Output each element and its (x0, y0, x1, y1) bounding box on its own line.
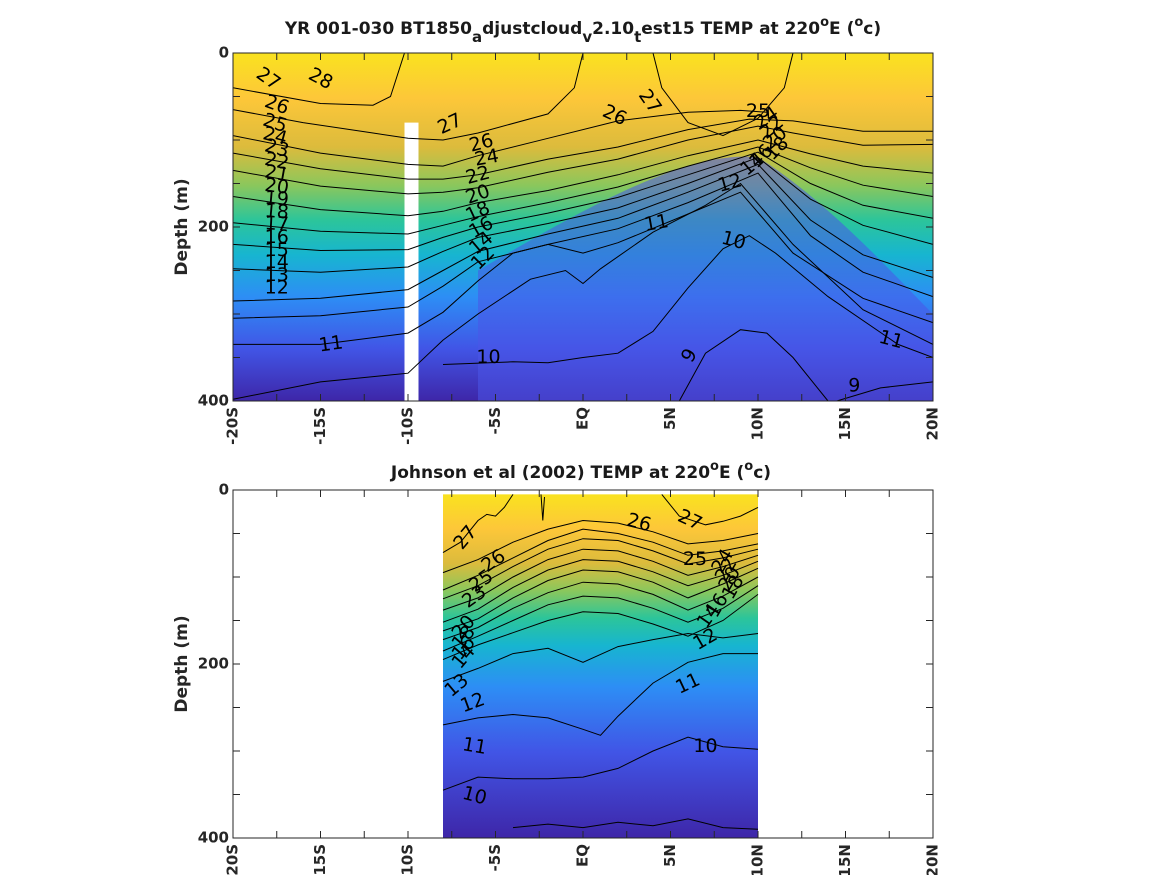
isotherm-22 (233, 139, 933, 217)
x-tick-label: -5S (486, 407, 504, 434)
isotherm-10 (442, 736, 759, 791)
isotherm-24 (233, 125, 933, 195)
axis-ticks-observed: -20S -15S -10S -5S EQ 5N 10N 15N 20N 0 200 400 (198, 481, 942, 875)
chart-title-observed: Johnson et al (2002) TEMP at 220oE (oc) (390, 459, 771, 483)
x-tick-label: -15S (311, 407, 329, 445)
isotherm-18 (442, 567, 759, 632)
contour-label: 22 (263, 148, 291, 175)
contour-label: 13 (265, 264, 289, 286)
isotherm-16 (233, 156, 933, 273)
isotherm-24 (442, 538, 759, 600)
y-tick-label: 200 (198, 655, 229, 673)
contour-label: 9 (848, 375, 860, 397)
plot-area-model: 2827262524232221201918171615141312112726… (233, 53, 933, 401)
isotherm-13 (233, 172, 933, 319)
contour-label: 11 (461, 733, 489, 759)
x-tick-label: 15N (836, 844, 854, 875)
contour-label: 21 (263, 161, 291, 187)
chart-panel-model: YR 001-030 BT1850adjustcloudv2.10test15 … (172, 15, 942, 445)
contour-label: 17 (264, 212, 289, 235)
isotherm-9 (836, 381, 933, 401)
contour-label: 18 (264, 200, 290, 224)
isotherm-9 (512, 818, 759, 830)
isotherm-27 (233, 53, 584, 141)
contour-label: 20 (263, 174, 290, 199)
y-axis-label-observed: Depth (m) (172, 615, 192, 712)
chart-title-model: YR 001-030 BT1850adjustcloudv2.10test15 … (284, 15, 881, 46)
x-tick-label: -5S (486, 844, 504, 871)
y-tick-label: 400 (198, 392, 229, 410)
chart-panel-observed: Johnson et al (2002) TEMP at 220oE (oc) … (172, 459, 942, 875)
x-tick-label: -10S (399, 844, 417, 875)
x-tick-label: -20S (224, 407, 242, 445)
y-tick-label: 0 (219, 44, 229, 62)
y-tick-label: 200 (198, 218, 229, 236)
x-tick-label: -10S (399, 407, 417, 445)
isotherm-27 (442, 494, 514, 554)
isotherm-13 (442, 593, 759, 661)
isotherm-14 (442, 585, 759, 652)
isotherm-16 (442, 576, 759, 641)
isotherm-20 (442, 559, 759, 623)
contour-label: 14 (265, 251, 289, 273)
isotherm-12 (442, 632, 759, 682)
x-tick-label: 20N (924, 844, 942, 875)
missing-data-band (404, 122, 419, 401)
x-tick-label: 5N (661, 844, 679, 867)
contour-label: 19 (264, 187, 290, 211)
x-tick-label: EQ (574, 844, 592, 867)
contour-label: 25 (683, 548, 707, 570)
isotherm-10 (442, 235, 933, 365)
isotherm-25 (442, 528, 759, 591)
isotherm-12 (233, 191, 933, 345)
contour-label: 10 (476, 346, 500, 368)
cold-dome (478, 156, 933, 401)
x-tick-label: EQ (574, 407, 592, 430)
x-tick-label: -15S (311, 844, 329, 875)
isotherm-22 (442, 548, 759, 611)
x-tick-label: -20S (224, 844, 242, 875)
y-tick-label: 0 (219, 481, 229, 499)
isotherm-14 (233, 163, 933, 302)
isotherm-27 (652, 53, 794, 137)
isotherm-25 (233, 118, 933, 180)
isotherm-26 (233, 109, 767, 167)
contour-label: 25 (746, 100, 770, 122)
y-axis-label-model: Depth (m) (172, 178, 192, 275)
isotherm-28 (233, 53, 405, 106)
contour-label: 12 (265, 276, 289, 298)
isotherm-9 (678, 329, 829, 401)
x-tick-label: 15N (836, 407, 854, 440)
x-tick-label: 10N (749, 407, 767, 440)
isotherm-11 (442, 653, 758, 736)
isotherm-11 (233, 182, 933, 400)
isotherm-27 (540, 494, 545, 521)
y-tick-label: 400 (198, 829, 229, 847)
contour-label: 16 (265, 226, 289, 248)
contour-label: 10 (693, 735, 717, 757)
x-tick-label: 5N (661, 407, 679, 430)
contour-label: 11 (643, 210, 671, 236)
x-tick-label: 10N (749, 844, 767, 875)
isotherm-26 (442, 519, 759, 574)
contour-label: 24 (473, 145, 501, 171)
isotherm-18 (233, 151, 933, 252)
isotherm-27 (661, 494, 759, 526)
x-tick-label: 20N (924, 407, 942, 440)
isotherm-20 (233, 146, 933, 235)
axis-ticks-model: -20S -15S -10S -5S EQ 5N 10N 15N 20N 0 200 400 (198, 44, 942, 445)
contour-label: 11 (317, 331, 344, 356)
heatmap-field (443, 494, 758, 838)
contour-label: 15 (265, 239, 289, 261)
